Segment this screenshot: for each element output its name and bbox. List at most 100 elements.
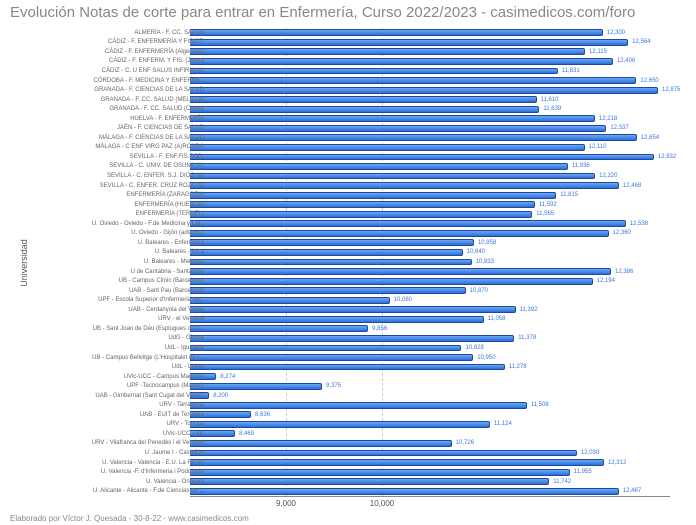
category-label: GRANADA - F. CIENCIAS DE LA SALUD [94,87,204,93]
bar [190,192,556,199]
value-label: 11,610 [541,97,559,103]
x-tick-label: 10,000 [370,499,394,508]
bar [190,354,473,361]
chart-container: Evolución Notas de corte para entrar en … [0,0,696,525]
value-label: 8,200 [213,393,228,399]
value-label: 8,469 [239,431,254,437]
value-label: 11,955 [574,469,592,475]
bar [190,402,527,409]
category-label: UB - Campus Clínic (Barcelona) [119,278,204,284]
value-label: 12,220 [599,173,617,179]
value-label: 12,194 [597,278,615,284]
value-label: 12,300 [607,30,625,36]
bar [190,459,604,466]
category-label: U. Baleares - Enfermería [138,240,204,246]
value-label: 11,278 [509,364,527,370]
bar [190,154,654,161]
category-label: HUELVA - F. ENFERMERÍA [130,116,204,122]
bar [190,383,322,390]
bar [190,68,558,75]
bar [190,239,474,246]
chart-footer: Elaborado por Víctor J. Quesada - 30-8-2… [10,514,249,523]
value-label: 9,375 [326,383,341,389]
category-label: UVic-UCC - Vic [163,431,204,437]
value-label: 10,958 [478,240,496,246]
value-label: 11,058 [488,316,506,322]
bar [190,144,585,151]
value-label: 10,933 [476,259,494,265]
value-label: 11,639 [543,106,561,112]
value-label: 12,654 [641,135,659,141]
bar [190,87,658,94]
category-label: UPF -Tecnocampus (Mataró) [127,383,204,389]
category-label: SEVILLA - C. ENFER. CRUZ ROJA (A) [100,183,204,189]
value-label: 12,832 [658,154,676,160]
bar [190,125,606,132]
value-label: 12,468 [623,183,641,189]
bar [190,163,568,170]
category-label: CÁDIZ - F. ENFERMERÍA Y FISIOT. [108,39,204,45]
bar [190,96,537,103]
bar [190,488,619,495]
bar [190,268,611,275]
bar [190,478,549,485]
value-label: 10,870 [470,288,488,294]
bar [190,345,461,352]
category-label: URV - Vilafranca del Penedès i el Vendre… [92,440,204,446]
value-label: 12,110 [589,144,607,150]
bar [190,115,595,122]
value-label: 12,218 [599,116,617,122]
value-label: 11,378 [518,335,536,341]
bar [190,469,570,476]
bar [190,259,472,266]
category-label: U. Baleares - Ibiza [155,249,204,255]
bar [190,450,577,457]
bar [190,306,516,313]
value-label: 12,115 [589,49,607,55]
bar [190,58,613,65]
bar [190,297,390,304]
value-label: 12,875 [662,87,680,93]
category-label: UAB - EUIT de Terrassa [140,412,204,418]
category-label: UVic-UCC - Campus Manresa [124,374,204,380]
category-label: U. Valencia - Ontiyent [146,479,204,485]
bar [190,134,637,141]
category-label: UdL - Lleida [172,364,204,370]
bar [190,48,585,55]
value-label: 12,337 [610,125,628,131]
category-label: CÁDIZ - F. ENFERM. Y FIS. (Jerez) [109,58,204,64]
value-label: 9,856 [372,326,387,332]
category-label: URV - el Vendrell [158,316,204,322]
value-label: 11,936 [572,163,590,169]
bar [190,29,603,36]
value-label: 10,828 [465,345,483,351]
value-label: 12,030 [581,450,599,456]
plot-area: 9,00010,00012,30012,56412,11512,40611,83… [190,28,670,497]
category-label: U. Oviedo - Gijón (adscrito) [131,230,204,236]
value-label: 12,312 [608,460,626,466]
category-label: UAB - Sant Pau (Barcelona) [129,288,204,294]
bar [190,249,463,256]
bar [190,440,452,447]
value-label: 8,636 [255,412,270,418]
category-label: MÁLAGA - F. CIENCIAS DE LA SALUD [99,135,204,141]
value-label: 11,815 [560,192,578,198]
value-label: 12,564 [632,39,650,45]
value-label: 11,592 [539,202,557,208]
bar [190,316,484,323]
category-label: U. Baleares - Menorca [144,259,204,265]
bar [190,201,535,208]
category-label: CÓRDOBA - F. MEDICINA Y ENFERME.. [94,78,204,84]
category-label: GRANADA - F. CC. SALUD (MELILLA) [101,97,204,103]
category-label: UB - Campus Bellvitge (L'Hospitalet de L… [92,355,204,361]
bar [190,106,539,113]
category-label: ENFERMERÍA (TERUEL) [136,211,204,217]
value-label: 11,124 [494,421,512,427]
category-label: U. Alicante - Alicante - F.de Ciencias d… [93,488,204,494]
bar [190,287,466,294]
category-label: U. Valencia -F. d'Infermeria i Podologia [101,469,204,475]
value-label: 11,565 [536,211,554,217]
value-label: 12,467 [623,488,641,494]
category-label: JAÉN - F. CIENCIAS DE SALUD [117,125,204,131]
category-label: ALMERÍA - F. CC. SALUD [134,30,204,36]
